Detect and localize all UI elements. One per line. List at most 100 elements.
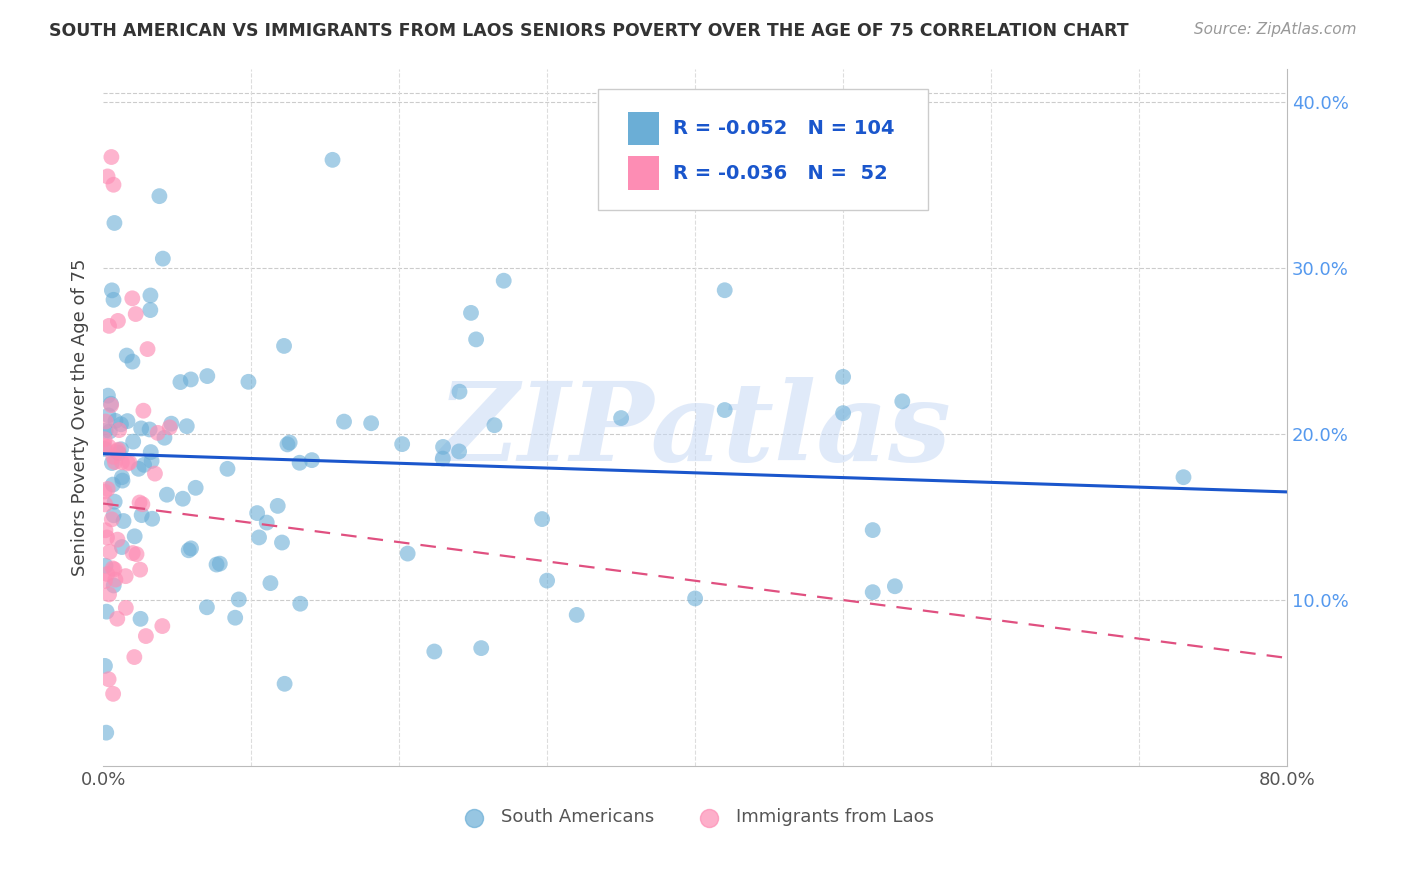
Point [96, 531, 118, 545]
Point [169, 375, 191, 389]
Point [301, 453, 323, 467]
Point [117, 414, 139, 428]
Point [1173, 470, 1195, 484]
Point [153, 431, 176, 445]
Point [132, 458, 155, 472]
Point [132, 403, 155, 417]
Point [112, 514, 135, 528]
Text: SOUTH AMERICAN VS IMMIGRANTS FROM LAOS SENIORS POVERTY OVER THE AGE OF 75 CORREL: SOUTH AMERICAN VS IMMIGRANTS FROM LAOS S… [49, 22, 1129, 40]
Point [128, 495, 150, 509]
Point [246, 506, 269, 520]
Point [862, 523, 884, 537]
Point [148, 189, 170, 203]
Point [117, 457, 139, 471]
Point [104, 414, 127, 428]
Point [290, 597, 312, 611]
Point [114, 569, 136, 583]
Point [111, 455, 134, 469]
Point [122, 434, 145, 449]
Point [683, 591, 706, 606]
Point [138, 422, 160, 436]
Point [273, 677, 295, 691]
Point [862, 585, 884, 599]
Point [238, 375, 260, 389]
Point [103, 578, 125, 592]
Point [103, 562, 125, 576]
Point [139, 303, 162, 318]
Point [247, 530, 270, 544]
Point [288, 456, 311, 470]
Point [97, 673, 120, 687]
Point [100, 150, 122, 164]
Point [832, 406, 855, 420]
Point [713, 283, 735, 297]
Point [150, 619, 173, 633]
Point [159, 420, 181, 434]
Point [172, 491, 194, 506]
Point [118, 456, 141, 470]
Point [97, 409, 120, 423]
Point [465, 332, 488, 346]
Point [111, 474, 134, 488]
Point [195, 369, 218, 384]
Point [104, 573, 127, 587]
Point [125, 547, 148, 561]
Point [125, 307, 148, 321]
Point [98, 318, 121, 333]
Point [129, 421, 152, 435]
Point [121, 291, 143, 305]
Point [432, 451, 454, 466]
Point [98, 425, 121, 439]
Point [217, 462, 239, 476]
Point [94, 424, 117, 438]
Point [93, 439, 115, 453]
Point [267, 499, 290, 513]
Point [141, 454, 163, 468]
Point [98, 545, 121, 559]
Point [94, 523, 117, 537]
Legend: South Americans, Immigrants from Laos: South Americans, Immigrants from Laos [449, 801, 941, 833]
Point [101, 477, 124, 491]
Point [114, 600, 136, 615]
Point [107, 533, 129, 547]
Point [156, 488, 179, 502]
Point [141, 512, 163, 526]
Point [103, 293, 125, 307]
Point [177, 543, 200, 558]
Point [160, 417, 183, 431]
Point [103, 508, 125, 523]
Point [139, 288, 162, 302]
Point [100, 397, 122, 411]
Point [101, 284, 124, 298]
Point [103, 450, 125, 464]
Point [110, 442, 132, 457]
Point [360, 416, 382, 430]
Point [484, 418, 506, 433]
Point [101, 687, 124, 701]
Point [101, 456, 124, 470]
Point [104, 494, 127, 508]
Point [396, 547, 419, 561]
Point [93, 442, 115, 456]
Point [96, 605, 118, 619]
Point [460, 306, 482, 320]
Point [205, 558, 228, 572]
Point [103, 216, 125, 230]
Point [105, 444, 128, 458]
Point [135, 629, 157, 643]
Point [278, 435, 301, 450]
Point [256, 516, 278, 530]
Point [98, 587, 121, 601]
Point [470, 641, 492, 656]
Point [273, 339, 295, 353]
Point [180, 541, 202, 556]
Point [94, 574, 117, 588]
Text: R = -0.052   N = 104: R = -0.052 N = 104 [673, 119, 896, 138]
Point [136, 342, 159, 356]
Point [94, 558, 117, 573]
Point [108, 423, 131, 437]
Point [107, 446, 129, 460]
Y-axis label: Seniors Poverty Over the Age of 75: Seniors Poverty Over the Age of 75 [72, 259, 89, 576]
Point [143, 467, 166, 481]
Point [101, 512, 124, 526]
